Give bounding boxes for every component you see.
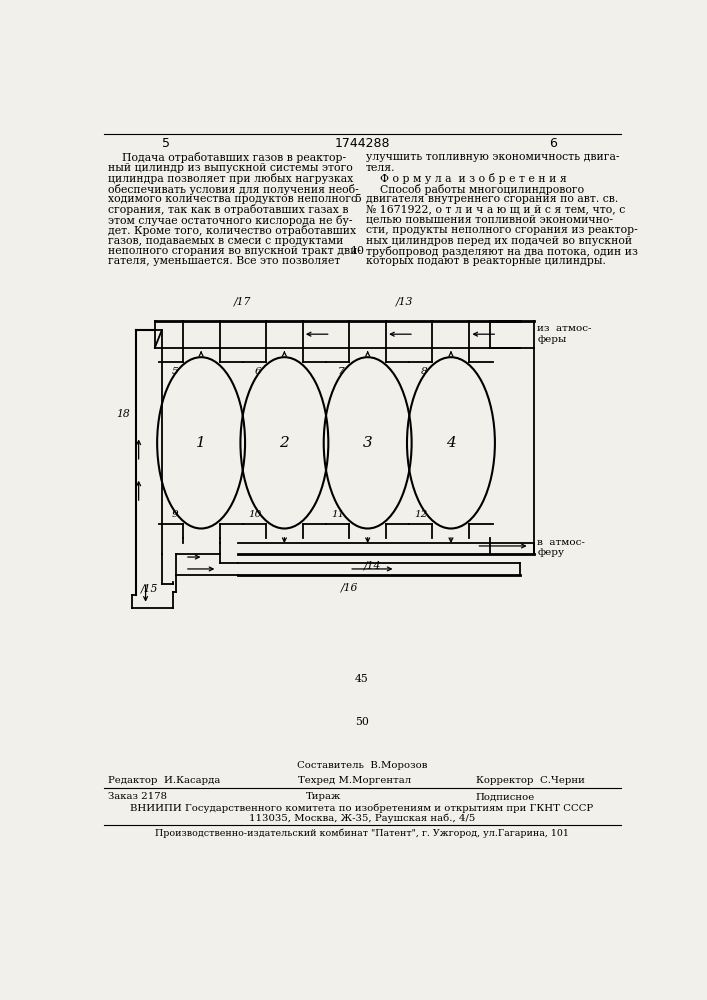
Text: Заказ 2178: Заказ 2178 <box>107 792 167 801</box>
Text: целью повышения топливной экономично-: целью повышения топливной экономично- <box>366 215 613 225</box>
Text: /17: /17 <box>233 297 251 307</box>
Text: неполного сгорания во впускной тракт дви-: неполного сгорания во впускной тракт дви… <box>107 246 361 256</box>
Text: /16: /16 <box>341 582 358 592</box>
Text: 6: 6 <box>255 367 262 376</box>
Text: Корректор  С.Черни: Корректор С.Черни <box>476 776 585 785</box>
Text: 113035, Москва, Ж-35, Раушская наб., 4/5: 113035, Москва, Ж-35, Раушская наб., 4/5 <box>249 814 475 823</box>
Text: трубопровод разделяют на два потока, один из: трубопровод разделяют на два потока, оди… <box>366 246 638 257</box>
Text: цилиндра позволяет при любых нагрузках: цилиндра позволяет при любых нагрузках <box>107 173 353 184</box>
Text: 3: 3 <box>363 436 373 450</box>
Text: обеспечивать условия для получения необ-: обеспечивать условия для получения необ- <box>107 184 358 195</box>
Text: Способ работы многоцилиндрового: Способ работы многоцилиндрового <box>366 184 584 195</box>
Text: в  атмос-
феру: в атмос- феру <box>537 538 585 557</box>
Text: 50: 50 <box>355 717 369 727</box>
Text: № 1671922, о т л и ч а ю щ и й с я тем, что, с: № 1671922, о т л и ч а ю щ и й с я тем, … <box>366 204 625 214</box>
Text: 10: 10 <box>248 510 262 519</box>
Text: из  атмос-
феры: из атмос- феры <box>537 324 592 344</box>
Text: Составитель  В.Морозов: Составитель В.Морозов <box>297 761 427 770</box>
Text: 8: 8 <box>421 367 428 376</box>
Text: теля.: теля. <box>366 163 395 173</box>
Text: ВНИИПИ Государственного комитета по изобретениям и открытиям при ГКНТ СССР: ВНИИПИ Государственного комитета по изоб… <box>130 804 593 813</box>
Text: ный цилиндр из выпускной системы этого: ный цилиндр из выпускной системы этого <box>107 163 353 173</box>
Text: сгорания, так как в отработавших газах в: сгорания, так как в отработавших газах в <box>107 204 349 215</box>
Text: Подписное: Подписное <box>476 792 535 801</box>
Text: ных цилиндров перед их подачей во впускной: ных цилиндров перед их подачей во впускн… <box>366 235 632 245</box>
Text: сти, продукты неполного сгорания из реактор-: сти, продукты неполного сгорания из реак… <box>366 225 638 235</box>
Text: 5: 5 <box>354 194 361 204</box>
Text: Подача отработавших газов в реактор-: Подача отработавших газов в реактор- <box>107 152 346 163</box>
Text: 7: 7 <box>338 367 344 376</box>
Text: Редактор  И.Касарда: Редактор И.Касарда <box>107 776 220 785</box>
Text: 1744288: 1744288 <box>334 137 390 150</box>
Text: Ф о р м у л а  и з о б р е т е н и я: Ф о р м у л а и з о б р е т е н и я <box>366 173 566 184</box>
Text: /14: /14 <box>363 560 381 570</box>
Text: 2: 2 <box>279 436 289 450</box>
Text: этом случае остаточного кислорода не бу-: этом случае остаточного кислорода не бу- <box>107 215 352 226</box>
Text: двигателя внутреннего сгорания по авт. св.: двигателя внутреннего сгорания по авт. с… <box>366 194 618 204</box>
Text: улучшить топливную экономичность двига-: улучшить топливную экономичность двига- <box>366 152 619 162</box>
Text: 5: 5 <box>162 137 170 150</box>
Text: Тираж: Тираж <box>305 792 341 801</box>
Text: ходимого количества продуктов неполного: ходимого количества продуктов неполного <box>107 194 357 204</box>
Text: Техред М.Моргентал: Техред М.Моргентал <box>298 776 411 785</box>
Text: 5: 5 <box>171 367 178 376</box>
Text: дет. Кроме того, количество отработавших: дет. Кроме того, количество отработавших <box>107 225 356 236</box>
Text: 11: 11 <box>332 510 344 519</box>
Text: гателя, уменьшается. Все это позволяет: гателя, уменьшается. Все это позволяет <box>107 256 340 266</box>
Text: которых подают в реакторные цилиндры.: которых подают в реакторные цилиндры. <box>366 256 606 266</box>
Text: 4: 4 <box>446 436 456 450</box>
Text: 12: 12 <box>414 510 428 519</box>
Text: 18: 18 <box>117 409 130 419</box>
Text: 1: 1 <box>197 436 206 450</box>
Text: /15: /15 <box>141 584 158 594</box>
Text: /13: /13 <box>395 297 413 307</box>
Text: 10: 10 <box>350 246 364 256</box>
Text: 9: 9 <box>171 510 178 519</box>
Text: 45: 45 <box>355 674 369 684</box>
Text: 6: 6 <box>549 137 557 150</box>
Text: газов, подаваемых в смеси с продуктами: газов, подаваемых в смеси с продуктами <box>107 235 343 245</box>
Text: Производственно-издательский комбинат "Патент", г. Ужгород, ул.Гагарина, 101: Производственно-издательский комбинат "П… <box>155 828 569 838</box>
